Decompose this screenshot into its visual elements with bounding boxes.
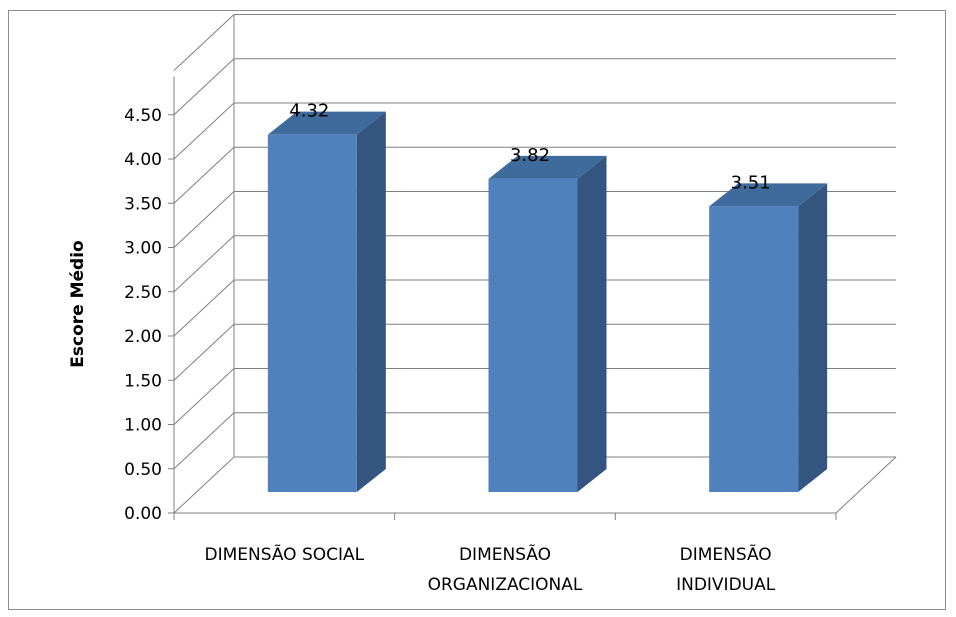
y-tick-label: 2.00 bbox=[124, 327, 162, 347]
gridline-side bbox=[173, 102, 235, 160]
y-tick-label: 3.50 bbox=[124, 194, 162, 214]
gridline-side bbox=[173, 191, 235, 248]
y-tick-label: 2.50 bbox=[124, 283, 162, 303]
labels: 0.00 0.50 1.00 1.50 2.00 2.50 3.00 3.50 4.00 4.50… bbox=[124, 101, 776, 595]
y-axis-title: Escore Médio bbox=[68, 240, 88, 367]
bar bbox=[267, 111, 386, 493]
y-tick-label: 4.00 bbox=[124, 150, 162, 170]
x-category-label: DIMENSÃO bbox=[459, 543, 551, 565]
bar-top-face bbox=[267, 111, 386, 135]
y-tick-label: 0.50 bbox=[124, 460, 162, 480]
y-tick-label: 1.50 bbox=[124, 371, 162, 391]
bar-top-face bbox=[709, 183, 828, 207]
gridline-side bbox=[173, 58, 235, 116]
bar-side-face bbox=[356, 111, 386, 493]
gridline-side bbox=[173, 279, 235, 337]
gridline-side bbox=[173, 14, 235, 71]
gridline-side bbox=[173, 368, 235, 425]
bar-front-face bbox=[488, 178, 578, 492]
bar bbox=[488, 155, 607, 492]
x-category-label: DIMENSÃO SOCIAL bbox=[205, 543, 365, 565]
axes bbox=[168, 76, 837, 520]
column-chart: 0.00 0.50 1.00 1.50 2.00 2.50 3.00 3.50 4.00 4.50… bbox=[68, 14, 897, 595]
bar-front-face bbox=[267, 134, 357, 492]
gridline-side bbox=[173, 323, 235, 381]
y-tick-label: 1.00 bbox=[124, 416, 162, 436]
bar-value-label: 3.82 bbox=[510, 145, 550, 166]
x-category-label: ORGANIZACIONAL bbox=[428, 575, 583, 595]
bar-side-face bbox=[798, 183, 828, 493]
x-category-label: DIMENSÃO bbox=[680, 543, 772, 565]
bar-side-face bbox=[577, 155, 607, 492]
bar-value-label: 4.32 bbox=[289, 101, 329, 122]
floor-edge bbox=[835, 456, 897, 514]
y-tick-label: 4.50 bbox=[124, 106, 162, 126]
gridline-side bbox=[173, 235, 235, 293]
x-category-label: INDIVIDUAL bbox=[676, 575, 776, 595]
bar-value-label: 3.51 bbox=[731, 172, 771, 193]
chart-area: 0.00 0.50 1.00 1.50 2.00 2.50 3.00 3.50 4.00 4.50… bbox=[8, 10, 946, 610]
bar-top-face bbox=[488, 155, 607, 179]
bar bbox=[709, 183, 828, 493]
bar-front-face bbox=[709, 206, 799, 493]
gridline-side bbox=[173, 146, 235, 204]
y-tick-label: 0.00 bbox=[124, 504, 162, 524]
bars bbox=[267, 111, 828, 493]
y-tick-label: 3.00 bbox=[124, 239, 162, 259]
gridline-side bbox=[173, 456, 235, 514]
gridline-side bbox=[173, 412, 235, 470]
